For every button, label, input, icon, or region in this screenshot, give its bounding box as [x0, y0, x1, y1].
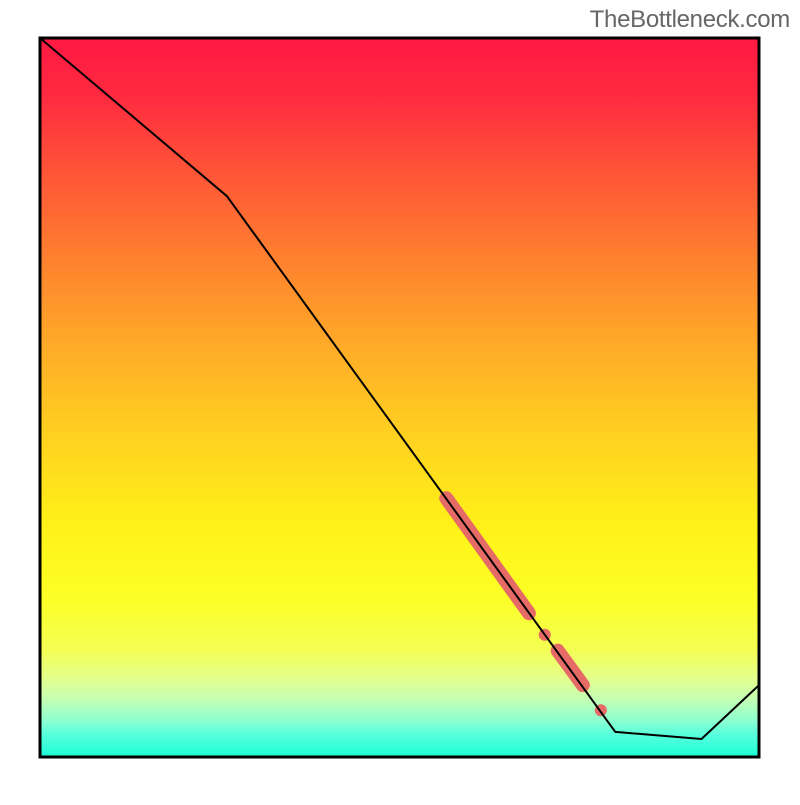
bottleneck-chart: TheBottleneck.com	[0, 0, 800, 800]
plot-background	[40, 38, 759, 757]
chart-svg	[0, 0, 800, 800]
watermark-text: TheBottleneck.com	[590, 6, 790, 34]
